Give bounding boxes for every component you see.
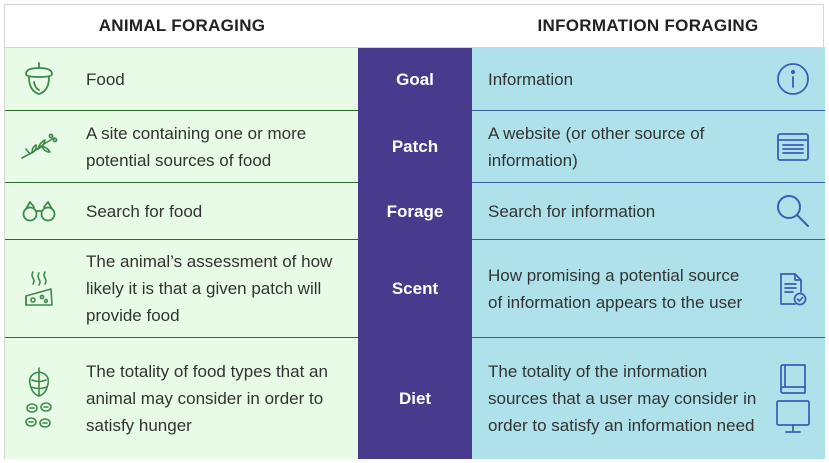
- animal-text: The animal’s assessment of how likely it…: [86, 252, 333, 325]
- foraging-comparison-table: ANIMAL FORAGING INFORMATION FORAGING Foo…: [4, 4, 825, 459]
- hops-and-nuts-icon: [17, 338, 61, 459]
- animal-cell: Search for food: [5, 183, 358, 240]
- information-cell: How promising a potential source of info…: [472, 240, 825, 338]
- browser-window-icon: [771, 111, 815, 182]
- information-cell: Search for information: [472, 183, 825, 240]
- table-row-scent: The animal’s assessment of how likely it…: [5, 240, 825, 338]
- table-row-goal: Food Goal Information: [5, 48, 825, 111]
- term-label: Goal: [358, 48, 472, 111]
- checked-document-icon: [771, 240, 815, 337]
- information-cell: A website (or other source of informatio…: [472, 111, 825, 183]
- term-label: Forage: [358, 183, 472, 240]
- term-label: Scent: [358, 240, 472, 338]
- information-text: The totality of the information sources …: [488, 362, 757, 435]
- header-divider: [5, 47, 825, 48]
- animal-text: A site containing one or more potential …: [86, 123, 307, 170]
- table-row-diet: The totality of food types that an anima…: [5, 338, 825, 459]
- term-label: Diet: [358, 338, 472, 459]
- animal-cell: A site containing one or more potential …: [5, 111, 358, 183]
- animal-text: The totality of food types that an anima…: [86, 362, 328, 435]
- binoculars-icon: [17, 183, 61, 239]
- info-icon: [771, 48, 815, 110]
- acorn-icon: [17, 48, 61, 110]
- table-row-patch: A site containing one or more potential …: [5, 111, 825, 183]
- magnifier-icon: [771, 183, 815, 239]
- term-label: Patch: [358, 111, 472, 183]
- animal-cell: The totality of food types that an anima…: [5, 338, 358, 459]
- information-text: Information: [488, 69, 574, 89]
- smelly-cheese-icon: [17, 240, 61, 337]
- table-row-forage: Search for food Forage Search for inform…: [5, 183, 825, 240]
- branch-icon: [17, 111, 61, 182]
- header-animal-foraging: ANIMAL FORAGING: [98, 16, 266, 35]
- information-cell: Information: [472, 48, 825, 111]
- information-text: A website (or other source of informatio…: [488, 123, 705, 170]
- information-cell: The totality of the information sources …: [472, 338, 825, 459]
- book-and-monitor-icon: [771, 338, 815, 459]
- animal-cell: Food: [5, 48, 358, 111]
- animal-cell: The animal’s assessment of how likely it…: [5, 240, 358, 338]
- information-text: Search for information: [488, 201, 656, 221]
- information-text: How promising a potential source of info…: [488, 265, 743, 312]
- animal-text: Food: [86, 69, 125, 89]
- animal-text: Search for food: [86, 201, 203, 221]
- header-information-foraging: INFORMATION FORAGING: [537, 16, 759, 35]
